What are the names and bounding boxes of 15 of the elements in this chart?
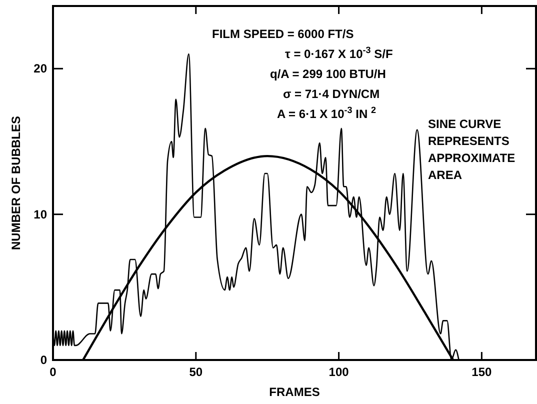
x-tick-label: 50: [189, 365, 203, 379]
annotation: FILM SPEED = 6000 FT/S: [212, 27, 354, 41]
annotation: q/A = 299 100 BTU/H: [270, 67, 386, 81]
annotation: σ = 71·4 DYN/CM: [283, 87, 380, 101]
x-axis-title: FRAMES: [269, 385, 320, 399]
y-axis-title: NUMBER OF BUBBLES: [9, 116, 23, 250]
y-tick-label: 0: [40, 353, 48, 367]
y-tick-label: 10: [34, 207, 48, 222]
annotation: A = 6·1 X 10$^{-3}$ IN $^{2}$: [277, 105, 376, 121]
x-tick-label: 0: [50, 365, 57, 379]
annotation: τ = 0·167 X 10$^{-3}$ S/F: [285, 45, 393, 61]
annotation: SINE CURVE REPRESENTS APPROXIMATE AREA: [428, 117, 516, 182]
y-tick-label: 20: [34, 62, 48, 76]
x-tick-label: 100: [328, 365, 350, 379]
x-tick-label: 150: [472, 365, 492, 379]
